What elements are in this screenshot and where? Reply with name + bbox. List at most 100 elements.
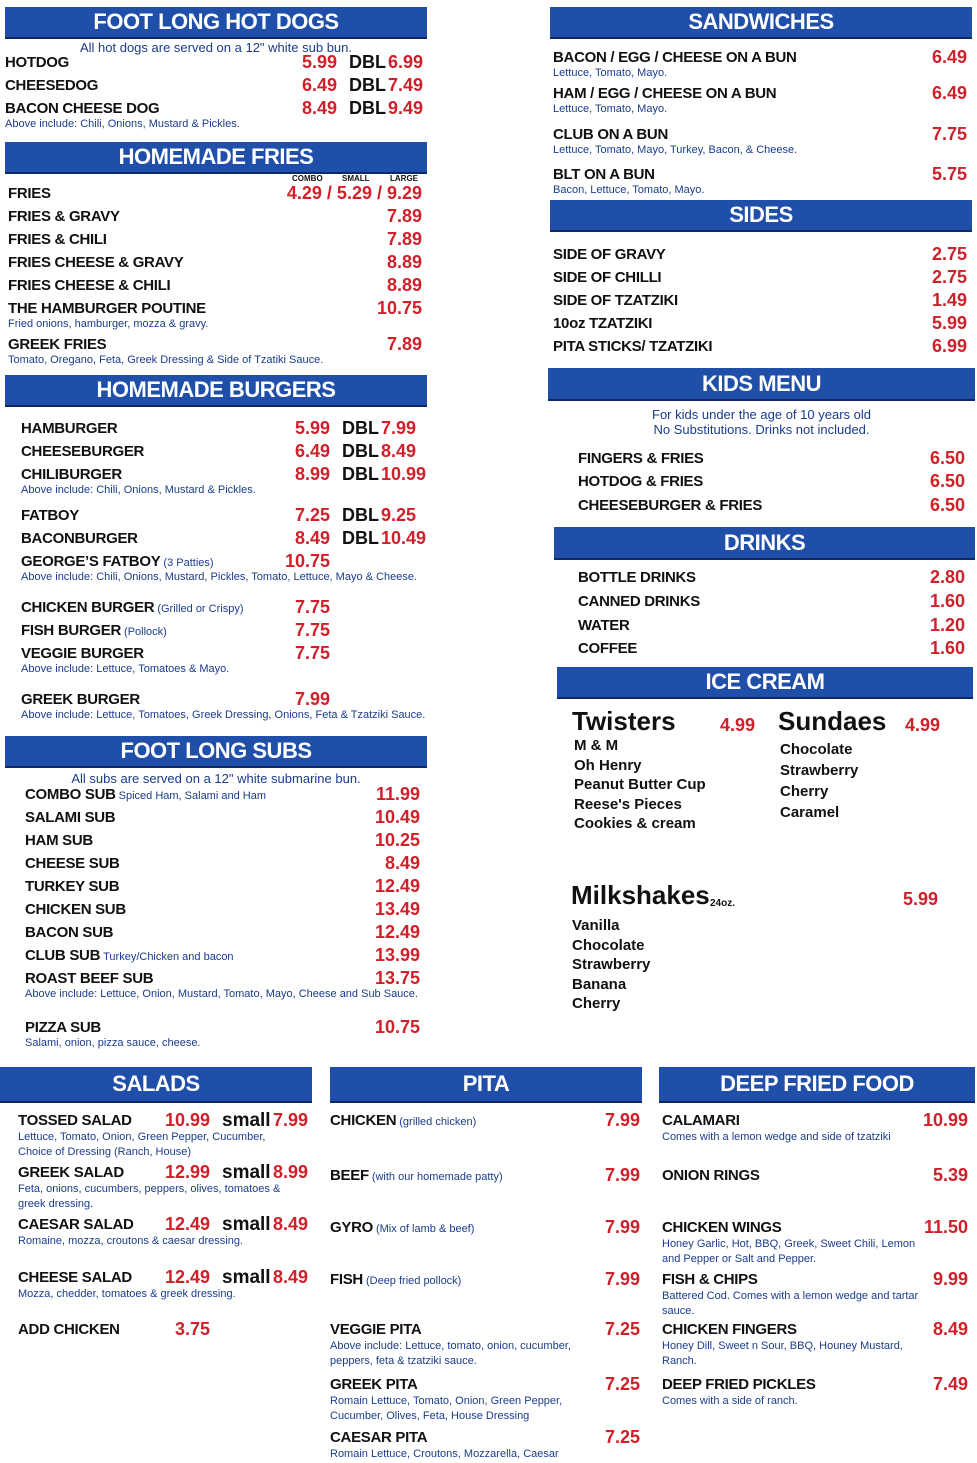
extra-price: 10.49 <box>381 528 427 548</box>
item-name-text: FRIES & CHILI <box>8 231 107 248</box>
flavor: Strawberry <box>780 762 859 779</box>
item-name: CHEESEDOG <box>5 77 98 94</box>
item-price: 10.75 <box>376 298 422 318</box>
item-price: 5.75 <box>931 164 967 184</box>
item-name: FRIES CHEESE & CHILI <box>8 277 171 294</box>
item-name-text: GEORGE’S FATBOY <box>21 553 161 570</box>
section-note: For kids under the age of 10 years old <box>652 407 871 422</box>
item-name-text: FRIES CHEESE & GRAVY <box>8 254 184 271</box>
item-name: FRIES & GRAVY <box>8 208 120 225</box>
item-name: CHEESEBURGER <box>21 443 144 460</box>
item-name-text: CHEESE SUB <box>25 855 120 872</box>
item-name-text: CALAMARI <box>662 1112 740 1129</box>
extra-label: small <box>222 1162 271 1183</box>
flavor: Chocolate <box>780 741 853 758</box>
item-name: ADD CHICKEN <box>18 1321 120 1338</box>
item-name-text: HAM SUB <box>25 832 93 849</box>
item-price: 8.49 <box>932 1319 968 1339</box>
extra-price: 9.25 <box>381 505 417 525</box>
item-name-text: ROAST BEEF SUB <box>25 970 154 987</box>
item-name: CHICKEN (grilled chicken) <box>330 1112 476 1129</box>
item-name: GYRO (Mix of lamb & beef) <box>330 1219 474 1236</box>
item-name-text: FRIES CHEESE & CHILI <box>8 277 171 294</box>
item-price: 7.75 <box>931 124 967 144</box>
item-price: 9.99 <box>932 1269 968 1289</box>
section-note: All hot dogs are served on a 12" white s… <box>79 40 352 55</box>
item-price: 7.99 <box>604 1165 640 1185</box>
section-header: HOMEMADE BURGERS <box>5 375 427 407</box>
extra-label: DBL <box>349 98 386 118</box>
item-name-text: FRIES <box>8 185 51 202</box>
item-name: FINGERS & FRIES <box>578 450 704 467</box>
item-name: COMBO SUB Spiced Ham, Salami and Ham <box>25 786 266 803</box>
item-name-text: ADD CHICKEN <box>18 1321 120 1338</box>
item-note: Romaine, mozza, croutons & caesar dressi… <box>18 1235 243 1247</box>
item-name-text: BOTTLE DRINKS <box>578 569 696 586</box>
item-price: 7.89 <box>386 334 422 354</box>
item-price: 5.39 <box>932 1165 968 1185</box>
item-price: 1.60 <box>929 638 965 658</box>
item-name-text: CHILIBURGER <box>21 466 122 483</box>
item-note: Salami, onion, pizza sauce, cheese. <box>25 1037 201 1049</box>
item-price: 7.99 <box>604 1269 640 1289</box>
column-label: LARGE <box>390 174 418 183</box>
section-header: KIDS MENU <box>548 368 975 401</box>
item-name: FRIES & CHILI <box>8 231 107 248</box>
item-name-text: CHICKEN FINGERS <box>662 1321 797 1338</box>
item-note: Battered Cod. Comes with a lemon wedge a… <box>662 1290 919 1317</box>
item-name: HOTDOG & FRIES <box>578 473 703 490</box>
item-name-text: CANNED DRINKS <box>578 593 700 610</box>
item-name: PIZZA SUB <box>25 1019 101 1036</box>
item-name-text: BLT ON A BUN <box>553 166 655 183</box>
item-name-text: CHEESEBURGER & FRIES <box>578 497 763 514</box>
item-name: GREEK SALAD <box>18 1164 124 1181</box>
item-note: Romain Lettuce, Tomato, Onion, Green Pep… <box>330 1395 563 1422</box>
item-price: 8.99 <box>294 464 330 484</box>
item-name-text: CLUB ON A BUN <box>553 126 668 143</box>
flavor: Cherry <box>572 995 621 1012</box>
item-price: 7.99 <box>294 689 330 709</box>
item-note: Above include: Lettuce, Tomatoes, Greek … <box>21 709 426 721</box>
item-name-text: PITA STICKS/ TZATZIKI <box>553 338 713 355</box>
item-price: 1.20 <box>929 615 965 635</box>
item-price: 7.75 <box>294 643 330 663</box>
item-price: 6.50 <box>929 448 965 468</box>
item-detail: (Mix of lamb & beef) <box>375 1223 475 1235</box>
extra-price: 8.49 <box>273 1214 309 1234</box>
item-name: GEORGE’S FATBOY (3 Patties) <box>21 553 214 570</box>
flavor: Reese's Pieces <box>574 795 682 813</box>
extra-label: DBL <box>342 418 379 438</box>
item-name-text: CHEESE SALAD <box>18 1269 132 1286</box>
item-price: 7.99 <box>604 1217 640 1237</box>
section-header: SIDES <box>550 200 972 232</box>
item-name-text: GREEK PITA <box>330 1376 418 1393</box>
item-note: Mozza, chedder, tomatoes & greek dressin… <box>18 1288 236 1300</box>
item-name: BACON SUB <box>25 924 113 941</box>
item-price: 8.49 <box>384 853 420 873</box>
item-price: 1.49 <box>931 290 967 310</box>
item-name: CAESAR SALAD <box>18 1216 134 1233</box>
item-note: Lettuce, Tomato, Mayo, Turkey, Bacon, & … <box>553 144 798 156</box>
item-name-text: COMBO SUB <box>25 786 116 803</box>
item-name: TOSSED SALAD <box>18 1112 132 1129</box>
item-name-text: CHICKEN BURGER <box>21 599 155 616</box>
item-name-text: COFFEE <box>578 640 638 657</box>
item-price: 5.99 <box>931 313 967 333</box>
item-name-text: SIDE OF TZATZIKI <box>553 292 678 309</box>
item-name: PITA STICKS/ TZATZIKI <box>553 338 713 355</box>
flavor: Caramel <box>780 804 840 821</box>
item-name-text: FISH <box>330 1271 363 1288</box>
item-name: FISH (Deep fried pollock) <box>330 1271 461 1288</box>
item-name: BACON CHEESE DOG <box>5 100 160 117</box>
item-name-text: WATER <box>578 617 630 634</box>
item-note: Lettuce, Tomato, Mayo. <box>553 67 668 79</box>
item-name: SIDE OF TZATZIKI <box>553 292 678 309</box>
item-price: 6.99 <box>931 336 967 356</box>
item-note: Above include: Lettuce, tomato, onion, c… <box>330 1340 571 1367</box>
icecream-detail: 24oz. <box>710 898 736 909</box>
item-name-text: FISH BURGER <box>21 622 122 639</box>
item-name: GREEK FRIES <box>8 336 107 353</box>
item-price: 12.49 <box>164 1214 210 1234</box>
item-name: CAESAR PITA <box>330 1429 428 1446</box>
column-label: SMALL <box>342 174 370 183</box>
